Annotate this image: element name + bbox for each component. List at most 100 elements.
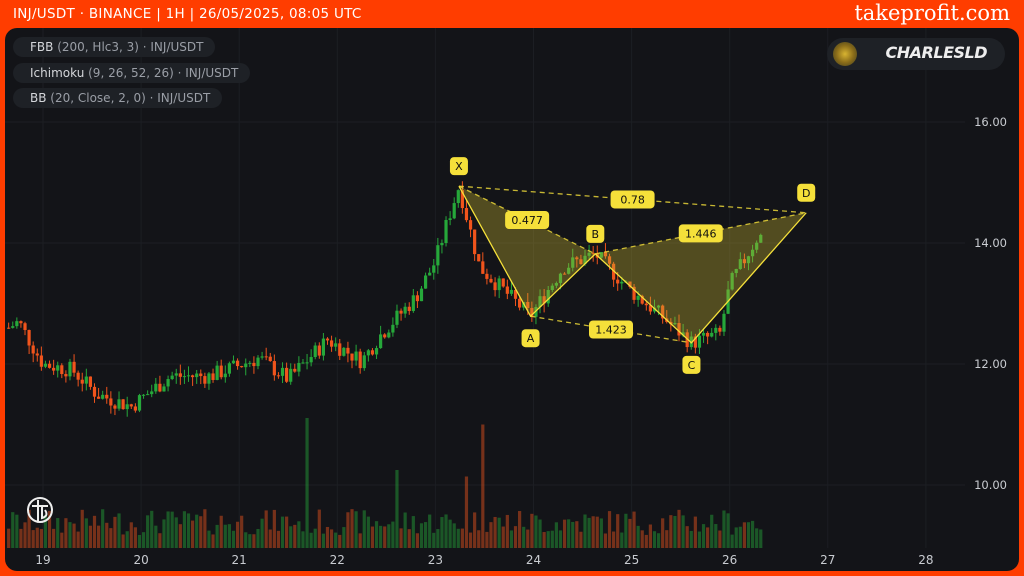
volume-bar xyxy=(432,532,436,548)
candle-body xyxy=(76,372,80,380)
candle-body xyxy=(509,289,514,294)
chart-title: INJ/USDT · BINANCE | 1H | 26/05/2025, 08… xyxy=(13,6,362,22)
volume-bar xyxy=(23,522,27,548)
candle-body xyxy=(599,252,603,258)
volume-bar xyxy=(661,518,665,548)
volume-bar xyxy=(39,528,43,548)
volume-bar xyxy=(305,418,309,548)
volume-bar xyxy=(133,527,137,548)
candle-body xyxy=(661,305,665,319)
volume-bar xyxy=(297,521,301,548)
volume-bar xyxy=(158,533,162,548)
candle-body xyxy=(92,386,97,397)
x-tick-label: 22 xyxy=(330,553,345,567)
candle-body xyxy=(379,334,383,349)
candle-body xyxy=(575,257,579,260)
volume-bar xyxy=(231,530,236,548)
candle-body xyxy=(178,373,182,377)
candle-body xyxy=(329,340,334,347)
volume-bar xyxy=(403,512,407,548)
volume-bar xyxy=(468,532,473,548)
candle-body xyxy=(432,265,436,273)
candle-body xyxy=(182,376,187,378)
candle-body xyxy=(125,404,129,410)
candle-body xyxy=(370,350,375,355)
candle-body xyxy=(141,394,146,396)
header-bar: INJ/USDT · BINANCE | 1H | 26/05/2025, 08… xyxy=(0,0,1024,28)
candle-body xyxy=(276,375,281,377)
volume-bar xyxy=(444,514,448,548)
candle-body xyxy=(628,281,632,287)
ratio-label-text: 1.423 xyxy=(595,324,627,337)
candle-body xyxy=(750,249,755,257)
candle-body xyxy=(640,295,644,304)
volume-bar xyxy=(329,529,334,548)
candle-body xyxy=(166,379,170,387)
indicator-fbb[interactable]: FBB (200, Hlc3, 3) · INJ/USDT xyxy=(13,37,216,57)
candle-body xyxy=(681,332,685,336)
volume-bar xyxy=(464,476,469,548)
candle-body xyxy=(158,383,162,392)
volume-bar xyxy=(456,528,460,548)
candle-body xyxy=(280,367,285,376)
volume-bar xyxy=(677,509,681,548)
candle-body xyxy=(227,363,231,374)
ratio-label-box xyxy=(610,190,655,209)
ratio-label: 0.477 xyxy=(505,211,550,230)
volume-bar xyxy=(620,532,624,548)
volume-bar xyxy=(550,530,554,548)
brand-logo-text: takeprofit.com xyxy=(854,1,1010,25)
candle-body xyxy=(571,257,575,268)
volume-bar xyxy=(612,531,616,548)
candle-body xyxy=(191,375,195,378)
indicator-params: (9, 26, 52, 26) · INJ/USDT xyxy=(88,66,239,80)
indicator-ichimoku[interactable]: Ichimoku (9, 26, 52, 26) · INJ/USDT xyxy=(13,63,251,83)
point-label-box xyxy=(521,329,540,348)
volume-bar xyxy=(607,511,612,548)
x-tick-label: 25 xyxy=(624,553,639,567)
candle-body xyxy=(395,310,399,325)
volume-bar xyxy=(481,424,485,548)
volume-bar xyxy=(317,509,321,548)
point-label-b: B xyxy=(592,228,600,241)
volume-bar xyxy=(473,512,477,548)
candle-body xyxy=(477,254,481,262)
ratio-label-box xyxy=(678,224,723,243)
volume-bar xyxy=(685,526,689,548)
volume-bar xyxy=(587,517,591,548)
indicator-params: (200, Hlc3, 3) · INJ/USDT xyxy=(57,40,204,54)
candle-body xyxy=(501,278,505,287)
candle-body xyxy=(391,324,395,333)
volume-bar xyxy=(710,514,714,548)
candle-body xyxy=(383,334,387,338)
volume-bar xyxy=(538,519,542,548)
volume-bar xyxy=(113,516,117,548)
chart-canvas[interactable]: 16.00 14.00 12.00 10.00 19 20 21 22 23 24 25 26 27 28… xyxy=(5,28,1019,571)
indicator-bb[interactable]: BB (20, Close, 2, 0) · INJ/USDT xyxy=(13,88,223,108)
volume-bar xyxy=(542,532,546,548)
candle-body xyxy=(150,391,154,395)
candle-body xyxy=(546,289,550,304)
candle-body xyxy=(346,347,350,354)
chart-panel[interactable]: 16.00 14.00 12.00 10.00 19 20 21 22 23 24 25 26 27 28… xyxy=(5,28,1019,571)
candle-body xyxy=(199,373,203,377)
volume-bar xyxy=(7,528,11,548)
volume-bar xyxy=(489,522,493,548)
volume-bar xyxy=(47,510,52,548)
candle-body xyxy=(648,305,653,312)
volume-bar xyxy=(366,516,370,548)
volume-bar xyxy=(423,522,428,548)
volume-bar xyxy=(746,522,751,548)
ratio-label-text: 1.446 xyxy=(685,227,717,240)
volume-bar xyxy=(325,526,330,548)
candle-body xyxy=(554,283,558,286)
volume-bar xyxy=(141,532,146,548)
candle-body xyxy=(759,234,763,243)
indicator-params: (20, Close, 2, 0) · INJ/USDT xyxy=(50,91,211,105)
volume-bar xyxy=(219,515,223,548)
volume-bar xyxy=(407,529,411,548)
candle-body xyxy=(583,255,587,265)
volume-bar xyxy=(80,509,84,548)
candle-body xyxy=(248,362,252,364)
candle-body xyxy=(538,296,542,307)
